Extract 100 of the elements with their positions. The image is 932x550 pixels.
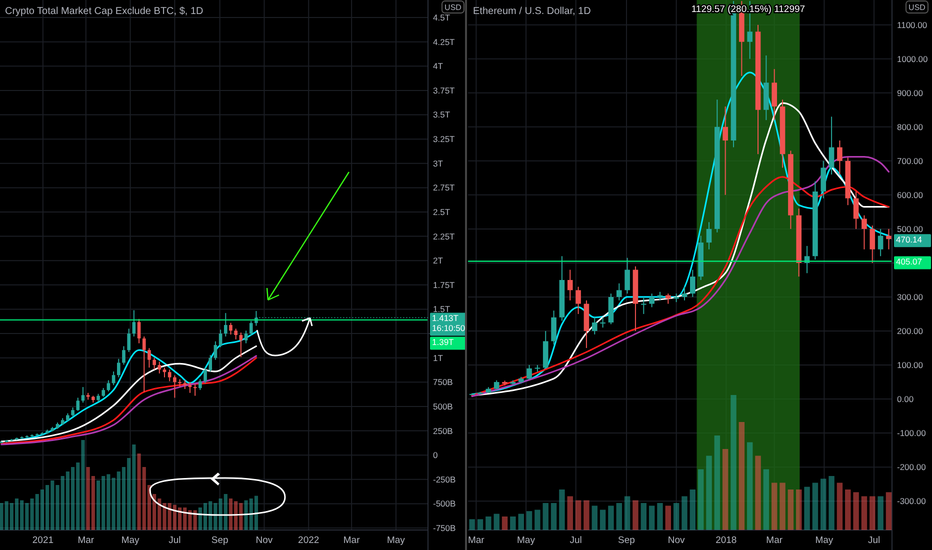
x-tick-label: Jul xyxy=(570,535,582,546)
bar xyxy=(836,482,843,530)
x-tick-label: Jul xyxy=(168,535,181,546)
bar xyxy=(673,503,680,530)
y-tick-label: 900.00 xyxy=(897,88,924,98)
y-tick-label: 600.00 xyxy=(897,190,924,200)
candlestick xyxy=(690,269,696,298)
bar xyxy=(198,508,202,530)
bar xyxy=(158,498,162,530)
bar xyxy=(122,467,126,530)
candlestick xyxy=(878,228,884,257)
candlestick xyxy=(567,269,573,301)
bar xyxy=(228,498,233,530)
candlestick xyxy=(870,225,876,264)
candlestick xyxy=(640,296,646,314)
bar xyxy=(853,492,859,530)
bar xyxy=(50,480,54,530)
bar xyxy=(178,508,182,530)
bar xyxy=(502,516,508,530)
bar xyxy=(127,458,131,530)
y-tick-label: 4T xyxy=(433,61,443,72)
candlestick xyxy=(853,191,859,230)
candlestick xyxy=(249,320,253,336)
bar xyxy=(592,506,598,530)
text: USD xyxy=(908,3,926,12)
bar xyxy=(534,510,540,530)
bar xyxy=(657,503,663,530)
candlestick xyxy=(127,328,130,353)
bar xyxy=(66,472,70,530)
candlestick xyxy=(886,228,892,250)
candlestick xyxy=(132,310,136,337)
y-tick-label: 3T xyxy=(433,158,443,168)
y-tick-label: 800.00 xyxy=(897,122,924,132)
candlestick xyxy=(244,330,248,344)
candlestick xyxy=(616,282,622,301)
bar xyxy=(648,506,655,530)
bar xyxy=(4,501,8,530)
candlestick xyxy=(148,348,151,368)
bar xyxy=(244,500,248,530)
bar xyxy=(584,500,590,530)
annotation: 470.14 xyxy=(896,234,922,245)
candlestick xyxy=(204,367,207,384)
candlestick xyxy=(81,386,85,404)
y-tick-label: -250B xyxy=(433,474,456,484)
bar xyxy=(526,511,532,530)
candlestick xyxy=(682,286,688,301)
bar xyxy=(706,456,712,530)
bar xyxy=(665,506,672,530)
candlestick xyxy=(116,358,120,378)
bar xyxy=(878,496,884,530)
candlestick xyxy=(122,346,126,366)
bar xyxy=(616,503,622,530)
bar xyxy=(142,467,146,530)
y-tick-label: 300.00 xyxy=(897,292,924,302)
bar xyxy=(886,492,892,530)
bar xyxy=(106,474,110,530)
bar xyxy=(0,503,4,530)
bar xyxy=(91,476,95,530)
y-tick-label: 2.5T xyxy=(433,206,450,217)
bar xyxy=(738,422,745,530)
y-tick-label: 2T xyxy=(433,256,443,266)
candlestick xyxy=(224,312,228,337)
y-tick-label: -750B xyxy=(433,523,456,534)
y-tick-label: -200.00 xyxy=(897,462,926,472)
text: 16:10:50 xyxy=(432,323,466,334)
x-tick-label: Mar xyxy=(468,535,484,546)
y-tick-label: 0.00 xyxy=(897,394,914,404)
x-tick-label: 2022 xyxy=(298,535,320,546)
candlestick xyxy=(152,357,156,370)
candlestick xyxy=(214,340,218,360)
candlestick xyxy=(142,336,146,392)
candlestick xyxy=(649,293,654,308)
bar xyxy=(60,476,64,530)
bar xyxy=(218,498,222,530)
bar xyxy=(234,501,238,530)
bar xyxy=(845,490,851,530)
x-tick-label: May xyxy=(121,535,140,546)
bar xyxy=(46,485,50,530)
y-tick-label: -300.00 xyxy=(897,496,926,506)
y-tick-label: 750B xyxy=(433,377,454,388)
y-tick-label: -500B xyxy=(433,498,456,509)
y-tick-label: 700.00 xyxy=(897,156,924,166)
bar xyxy=(137,454,141,530)
bar xyxy=(14,498,19,530)
x-tick-label: 2018 xyxy=(716,535,737,546)
bar xyxy=(746,442,753,530)
bar xyxy=(796,490,802,530)
bar xyxy=(763,469,770,530)
y-tick-label: 3.5T xyxy=(433,110,450,120)
bar xyxy=(518,514,524,530)
candlestick xyxy=(106,380,110,392)
y-tick-label: 200.00 xyxy=(897,326,924,336)
candlestick xyxy=(772,68,778,121)
text: Ethereum / U.S. Dollar, 1D xyxy=(473,6,591,17)
x-tick-label: Mar xyxy=(78,535,94,546)
x-tick-label: May xyxy=(815,535,834,546)
candlestick xyxy=(239,332,243,358)
candlestick xyxy=(592,316,598,335)
bar xyxy=(477,519,484,530)
bar xyxy=(239,503,243,530)
